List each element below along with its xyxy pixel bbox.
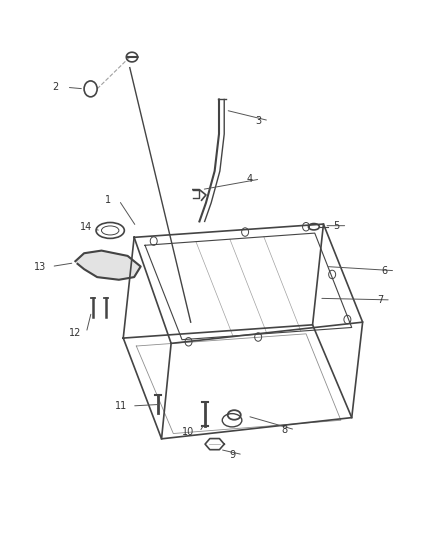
Text: 1: 1 (105, 195, 111, 205)
Text: 9: 9 (229, 450, 235, 460)
Text: 11: 11 (115, 401, 127, 411)
Text: 12: 12 (69, 328, 81, 338)
Text: 14: 14 (80, 222, 92, 232)
Text: 3: 3 (255, 116, 261, 126)
Text: 6: 6 (381, 266, 388, 276)
Text: 13: 13 (35, 262, 47, 271)
Text: 4: 4 (247, 174, 253, 184)
Text: 2: 2 (53, 82, 59, 92)
Text: 8: 8 (281, 425, 287, 435)
Text: 10: 10 (182, 427, 194, 437)
Polygon shape (75, 251, 141, 280)
Text: 5: 5 (333, 221, 339, 231)
Text: 7: 7 (377, 295, 383, 305)
